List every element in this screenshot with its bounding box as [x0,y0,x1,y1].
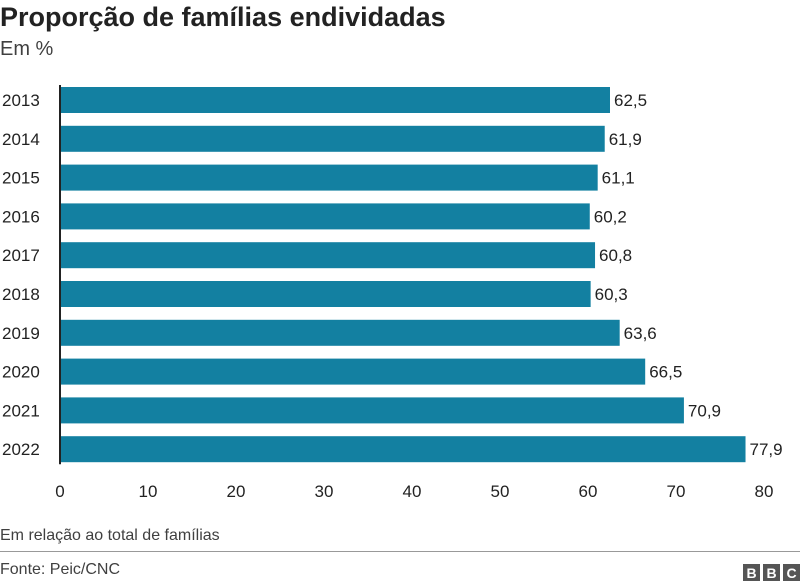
x-tick-label: 70 [667,482,686,501]
value-label: 61,9 [609,130,642,149]
x-tick-label: 30 [315,482,334,501]
bar-2022 [60,436,746,463]
x-tick-label: 0 [55,482,64,501]
category-label: 2014 [2,130,40,149]
value-label: 63,6 [624,324,657,343]
category-label: 2019 [2,324,40,343]
x-tick-label: 80 [755,482,774,501]
x-tick-label: 40 [403,482,422,501]
chart-title: Proporção de famílias endividadas [0,2,446,32]
category-label: 2013 [2,91,40,110]
footnote: Em relação ao total de famílias [0,527,220,544]
category-label: 2021 [2,401,40,420]
bar-chart: 2013 62,5 2014 61,9 2015 61,1 2016 60,2 2017 60,8… [2,85,783,501]
value-label: 70,9 [688,401,721,420]
bar-2015 [60,164,598,191]
value-label: 60,2 [594,207,627,226]
category-label: 2017 [2,246,40,265]
value-label: 77,9 [750,440,783,459]
x-tick-label: 50 [491,482,510,501]
value-label: 66,5 [649,363,682,382]
bar-2018 [60,281,591,307]
chart-subtitle: Em % [0,38,54,60]
value-label: 60,3 [595,285,628,304]
category-label: 2018 [2,285,40,304]
bar-2017 [60,242,596,269]
category-label: 2015 [2,169,40,188]
bar-2014 [60,125,605,152]
value-label: 61,1 [602,169,635,188]
source: Fonte: Peic/CNC [0,561,121,578]
category-label: 2022 [2,440,40,459]
bar-2021 [60,397,684,424]
x-tick-label: 20 [227,482,246,501]
x-tick-label: 10 [139,482,158,501]
x-tick-label: 60 [579,482,598,501]
bar-2020 [60,358,646,385]
category-label: 2020 [2,363,40,382]
divider [0,551,800,552]
category-label: 2016 [2,207,40,226]
bar-2016 [60,203,590,230]
bar-2019 [60,319,620,346]
value-label: 62,5 [614,91,647,110]
value-label: 60,8 [599,246,632,265]
bar-2013 [60,87,610,113]
